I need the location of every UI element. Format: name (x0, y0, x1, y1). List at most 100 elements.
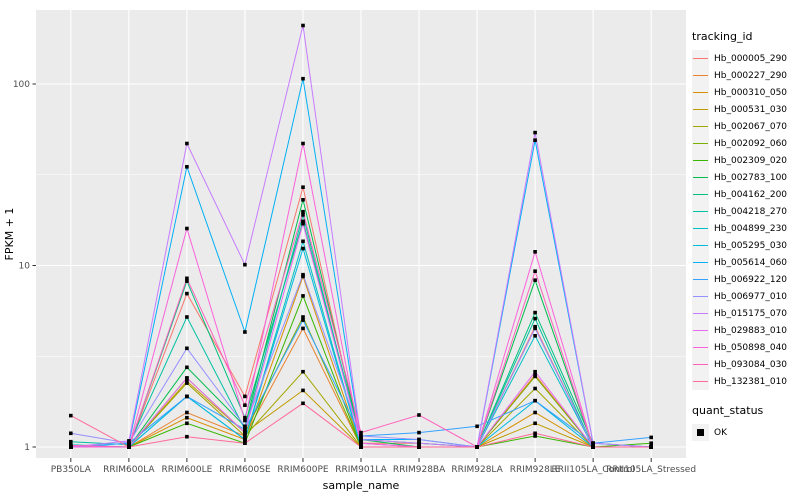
data-point (301, 401, 305, 406)
legend-key-color-line (693, 211, 708, 212)
legend-key-line-icon (692, 50, 709, 67)
data-point (533, 374, 537, 379)
legend-item-Hb_005614_060: Hb_005614_060 (692, 254, 800, 271)
data-point (301, 315, 305, 319)
legend-item-label: Hb_000310_050 (714, 87, 788, 98)
data-point (417, 413, 421, 417)
data-point (301, 388, 305, 393)
y-tick-label: 100 (13, 80, 30, 90)
legend-item-label: Hb_004899_230 (714, 223, 788, 234)
legend-item-label: Hb_015175_070 (714, 308, 788, 319)
data-point (301, 76, 305, 81)
data-point (301, 294, 305, 298)
data-point (243, 437, 247, 442)
legend-key-color-line (693, 347, 708, 348)
data-point (533, 410, 537, 415)
legend-item-Hb_132381_010: Hb_132381_010 (692, 373, 800, 390)
legend-key-color-line (693, 194, 708, 195)
legend-key-line-icon (692, 237, 709, 254)
legend-item-Hb_006922_120: Hb_006922_120 (692, 271, 800, 288)
legend-key-color-line (693, 330, 708, 331)
data-point (243, 424, 247, 429)
x-tick-label: RRIM600LA (103, 465, 155, 475)
data-point (417, 430, 421, 435)
data-point (243, 441, 247, 445)
data-point (185, 165, 189, 169)
data-point (185, 291, 189, 296)
data-points-layer (69, 23, 653, 449)
data-point (475, 445, 479, 449)
data-point (533, 434, 537, 438)
data-point (417, 441, 421, 445)
data-point (185, 421, 189, 426)
data-point (359, 434, 363, 438)
legend-key-line-icon (692, 203, 709, 220)
data-point (185, 346, 189, 351)
data-point (533, 269, 537, 273)
legend-item-Hb_005295_030: Hb_005295_030 (692, 237, 800, 254)
data-point (243, 430, 247, 435)
legend-key-color-line (693, 364, 708, 365)
legend-key-line-icon (692, 356, 709, 373)
x-tick-label: RRIM928BA (393, 465, 446, 475)
data-point (533, 369, 537, 374)
data-point (243, 330, 247, 334)
legend-key-color-line (693, 126, 708, 127)
data-point (301, 369, 305, 374)
legend-key-color-line (693, 109, 708, 110)
legend-item-label: Hb_004218_270 (714, 206, 788, 217)
data-point (301, 23, 305, 28)
data-point (301, 239, 305, 244)
legend-key-line-icon (692, 271, 709, 288)
legend-item-Hb_093084_030: Hb_093084_030 (692, 356, 800, 373)
legend-key-line-icon (692, 186, 709, 203)
data-point (243, 403, 247, 407)
data-point (533, 431, 537, 436)
legend-item-label: Hb_000005_290 (714, 53, 788, 64)
data-point (301, 272, 305, 277)
data-point (185, 141, 189, 146)
data-point (301, 185, 305, 189)
axes-layer: 1 10 100 PB350LA RRIM600LA RRIM600LE RRIM600SE… (13, 80, 696, 475)
data-point (591, 445, 595, 449)
legend-item-Hb_000531_030: Hb_000531_030 (692, 101, 800, 118)
legend-key-line-icon (692, 220, 709, 237)
data-point (359, 430, 363, 435)
data-point (185, 394, 189, 399)
data-point (243, 427, 247, 432)
data-point (69, 431, 73, 436)
legend-item-Hb_002309_020: Hb_002309_020 (692, 152, 800, 169)
legend-item-Hb_002067_070: Hb_002067_070 (692, 118, 800, 135)
legend-key-line-icon (692, 101, 709, 118)
legend-key-line-icon (692, 322, 709, 339)
legend-item-Hb_002783_100: Hb_002783_100 (692, 169, 800, 186)
data-point (301, 198, 305, 202)
legend-item-label: Hb_006977_010 (714, 291, 788, 302)
data-point (533, 386, 537, 391)
legend-item-label: Hb_093084_030 (714, 359, 788, 370)
data-point (359, 441, 363, 445)
legend-key-color-line (693, 177, 708, 178)
y-axis-title: FPKM + 1 (3, 208, 16, 261)
x-tick-label: RRIM928LE (510, 465, 561, 475)
legend-item-label: Hb_000531_030 (714, 104, 788, 115)
legend-key-color-line (693, 381, 708, 382)
plot-panel (36, 10, 686, 458)
data-point (301, 213, 305, 217)
legend-key-color-line (693, 262, 708, 263)
legend-key-color-line (693, 245, 708, 246)
data-point (185, 410, 189, 415)
data-point (185, 279, 189, 283)
legend-item-label: OK (714, 427, 727, 438)
data-point (301, 221, 305, 226)
data-point (533, 398, 537, 403)
legend-item-Hb_000227_290: Hb_000227_290 (692, 67, 800, 84)
data-point (243, 394, 247, 399)
legend-item-Hb_050898_040: Hb_050898_040 (692, 339, 800, 356)
legend-key-line-icon (692, 373, 709, 390)
legend-key-color-line (693, 313, 708, 314)
data-point (243, 418, 247, 423)
data-point (533, 278, 537, 282)
